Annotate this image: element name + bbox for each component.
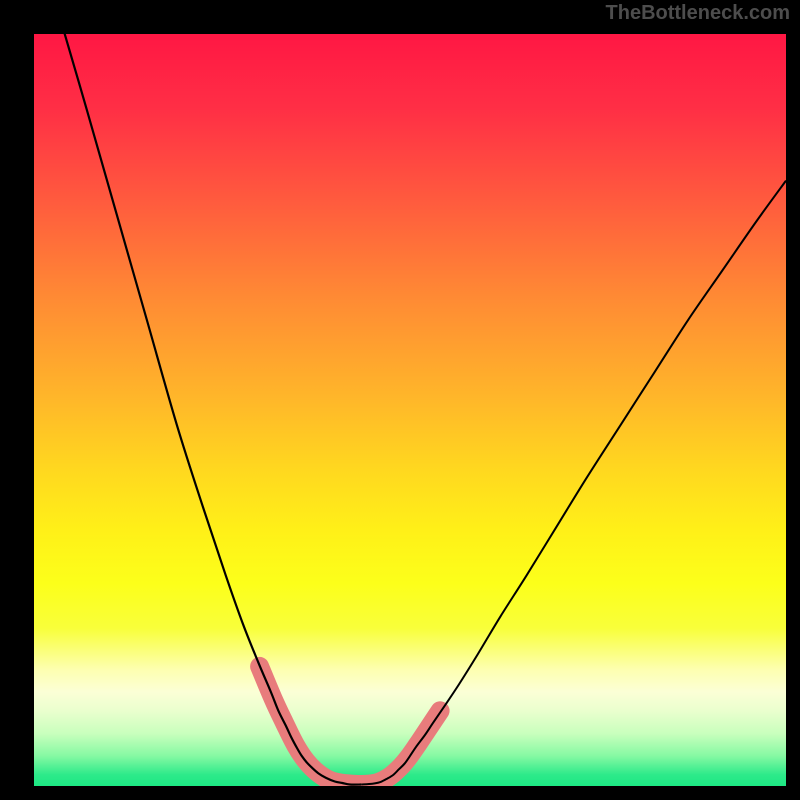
- plot-area: [34, 34, 786, 786]
- curve-left: [60, 34, 361, 785]
- curve-overlay: [34, 34, 786, 786]
- chart-container: TheBottleneck.com: [0, 0, 800, 800]
- watermark-text: TheBottleneck.com: [606, 2, 790, 25]
- curve-right: [361, 181, 786, 785]
